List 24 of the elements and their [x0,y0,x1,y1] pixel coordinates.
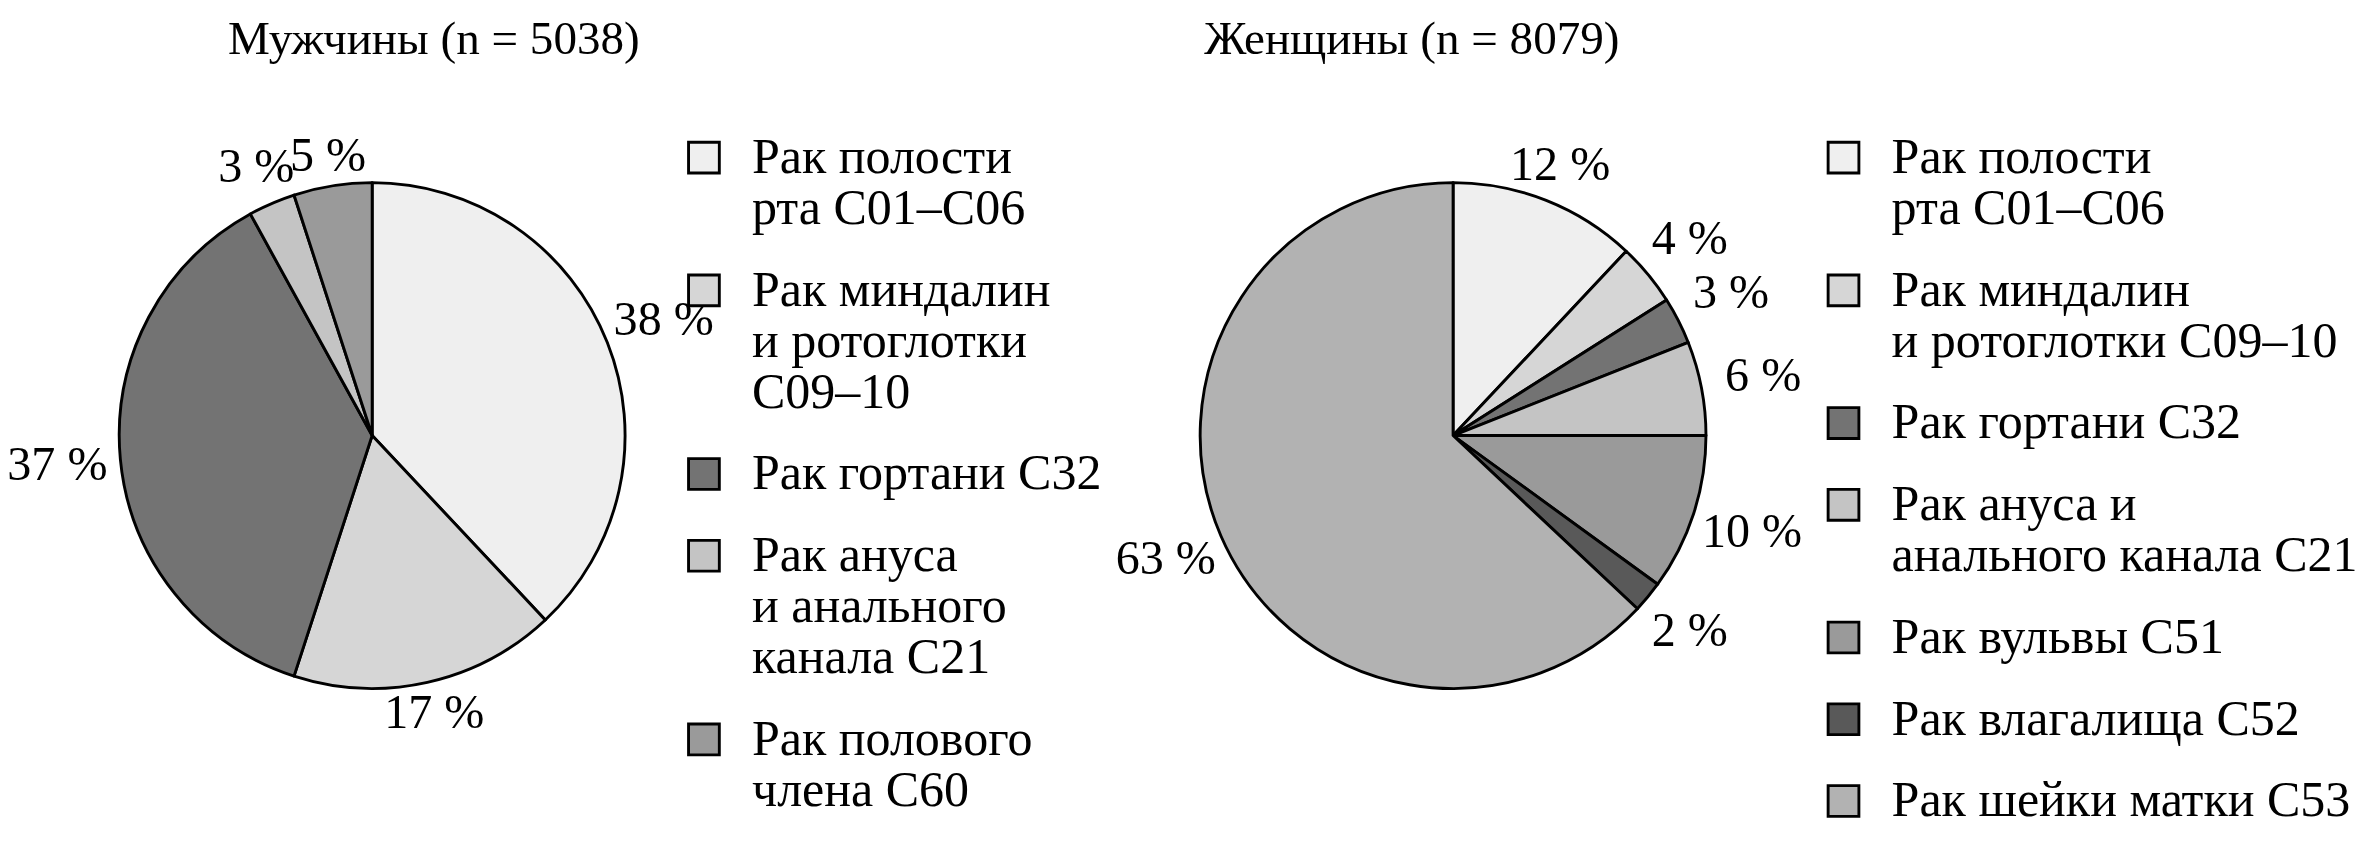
data-label: 17 % [384,684,485,738]
legend-label: Рак вульвы C51 [1891,607,2224,664]
legend-label: Рак полости рта C01–C06 [1891,128,2165,235]
legend-label: Рак влагалища C52 [1891,689,2300,746]
chart-title: Женщины (n = 8079) [1204,11,1620,64]
legend-label: Рак гортани C32 [752,444,1102,501]
chart-title: Мужчины (n = 5038) [227,11,640,64]
data-label: 63 % [1115,531,1216,585]
data-label: 2 % [1651,602,1728,656]
data-label: 12 % [1510,136,1611,190]
data-label: 38 % [613,291,714,345]
data-label: 4 % [1651,211,1728,265]
legend-label: Рак ануса и анального канала C21 [752,526,1007,685]
legend-label: Рак полости рта C01–C06 [752,128,1026,235]
legend-label: Рак миндалин и ротоглотки C09–10 [752,260,1051,419]
data-label: 3 % [1693,265,1770,319]
data-label: 37 % [7,436,108,490]
legend-label: Рак ануса и анального канала C21 [1891,475,2358,583]
legend-label: Рак шейки матки C53 [1891,771,2351,828]
legend-label: Рак гортани C32 [1891,393,2242,450]
data-label: 6 % [1725,347,1802,401]
legend-label: Рак полового члена C60 [752,709,1033,817]
data-label: 10 % [1702,504,1803,558]
legend-label: Рак миндалин и ротоглотки C09–10 [1891,260,2338,368]
